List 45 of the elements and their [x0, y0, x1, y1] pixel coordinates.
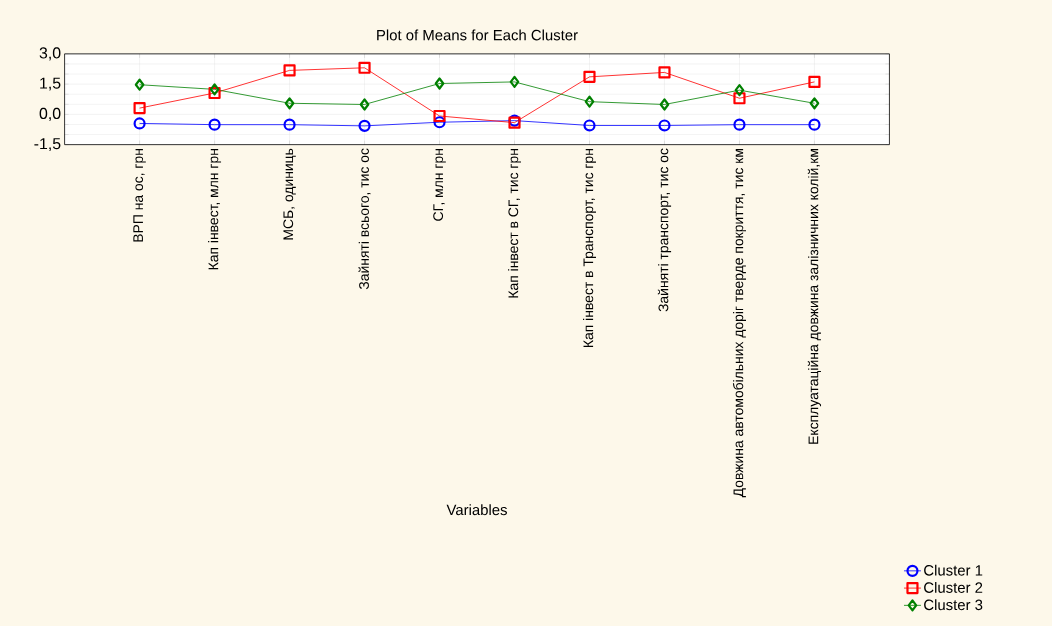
x-axis-title: Variables: [446, 504, 507, 515]
point: [808, 75, 821, 88]
x-tick-label: Довжина автомобільних доріг тверде покриття, тис км: [732, 148, 746, 498]
x-tick-label: Кап інвест в Транспорт, тис грн: [583, 148, 596, 347]
x-tick-label: Експлуатаційна довжина залізничних колій,км: [807, 148, 822, 444]
y-tick-label: 0,0: [39, 107, 61, 121]
chart-title: Plot of Means for Each Cluster: [377, 29, 578, 41]
point: [284, 97, 295, 110]
y-tick-label: -1,5: [34, 137, 61, 151]
x-tick-label: Кап інвест, млн грн: [208, 148, 222, 270]
point: [808, 118, 821, 131]
point: [733, 118, 746, 131]
point: [358, 119, 371, 132]
point: [134, 78, 145, 91]
point: [283, 64, 296, 77]
point: [433, 115, 446, 129]
point: [809, 97, 820, 110]
point: [733, 91, 746, 105]
point: [583, 70, 596, 83]
x-tick-label: Кап інвест в СГ, тис грн: [508, 148, 521, 298]
point: [434, 77, 445, 90]
x-tick-label: МСБ, одиниць: [283, 148, 296, 240]
legend-label: Cluster 2: [924, 581, 983, 593]
point: [658, 119, 671, 132]
point: [658, 66, 671, 79]
point: [659, 98, 670, 111]
point: [584, 95, 595, 108]
point: [358, 61, 371, 74]
x-tick-label: ВРП на ос, грн: [133, 148, 146, 242]
point: [133, 117, 146, 130]
point: [359, 98, 370, 111]
x-tick-label: Зайняті всього, тис ос: [358, 148, 371, 290]
y-tick-label: 1,5: [40, 77, 61, 91]
x-tick-label: СГ, млн грн: [433, 148, 446, 221]
legend-label: Cluster 1: [924, 564, 983, 576]
point: [133, 101, 146, 115]
point: [433, 109, 446, 122]
point: [734, 83, 745, 97]
point: [509, 75, 520, 88]
legend-label: Cluster 3: [924, 599, 983, 610]
point: [283, 118, 296, 131]
point: [583, 119, 596, 132]
point: [208, 118, 221, 131]
y-tick-label: 3,0: [39, 47, 61, 61]
x-tick-label: Зайняті транспорт, тис ос: [657, 148, 672, 312]
